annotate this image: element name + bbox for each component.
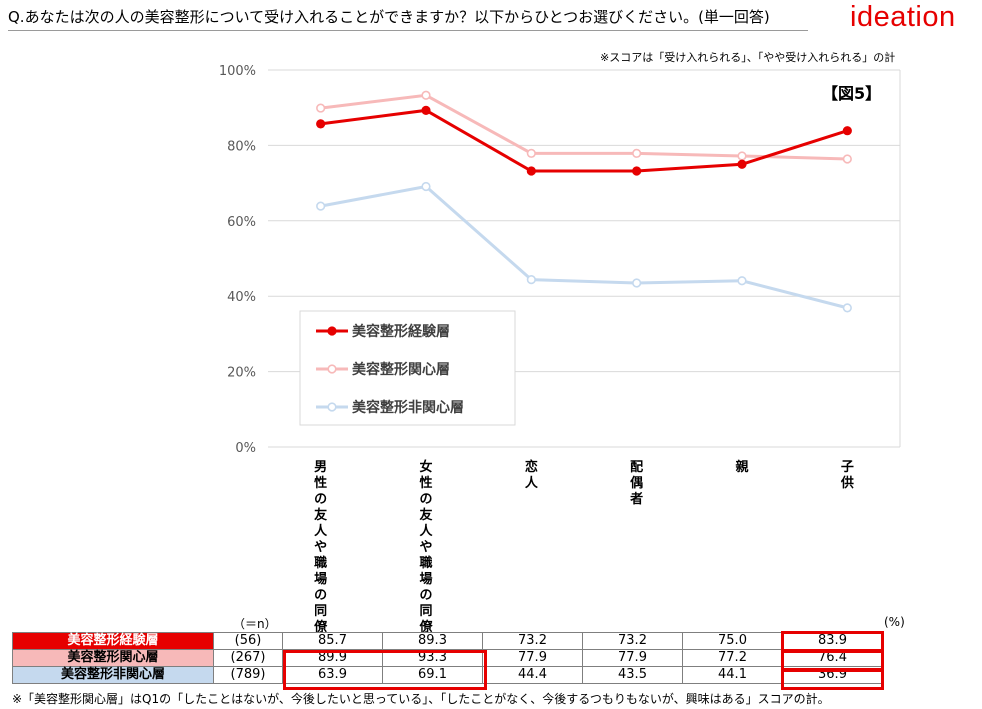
gridlines <box>268 69 901 448</box>
series-layer <box>316 90 852 313</box>
figure-label: 【図5】 <box>822 84 882 103</box>
data-point <box>316 103 326 113</box>
data-point <box>526 148 536 158</box>
legend-item: 美容整形非関心層 <box>316 399 464 416</box>
series-2 <box>316 181 852 313</box>
x-category-label: 子供 <box>840 460 854 491</box>
legend-label: 美容整形経験層 <box>352 323 450 340</box>
y-tick-label: 40% <box>227 290 256 305</box>
data-point <box>421 90 431 100</box>
sample-size: (56) <box>213 632 283 650</box>
table-cell: 73.2 <box>582 632 683 650</box>
n-header: （＝n） <box>233 617 277 631</box>
legend-label: 美容整形関心層 <box>352 361 450 378</box>
table-cell: 69.1 <box>382 666 483 684</box>
y-tick-label: 100% <box>219 64 256 79</box>
table-cell: 77.9 <box>482 649 583 667</box>
x-category-label: 男性の友人や職場の同僚 <box>314 460 328 635</box>
score-note: ※スコアは「受け入れられる」、「やや受け入れられる」の計 <box>600 51 896 64</box>
survey-question: Q.あなたは次の人の美容整形について受け入れることができますか？以下からひとつお… <box>8 6 808 31</box>
legend-marker <box>327 402 337 412</box>
data-point <box>421 181 431 192</box>
series-line <box>320 108 848 173</box>
highlight-box-child-experienced <box>781 631 884 652</box>
footnote: ※「美容整形関心層」はQ1の「したことはないが、今後したいと思っている」、「した… <box>12 692 830 706</box>
table-row: 美容整形経験層 (56) 85.7 89.3 73.2 73.2 75.0 83… <box>12 632 883 650</box>
row-label: 美容整形関心層 <box>12 649 214 667</box>
data-point <box>316 201 326 211</box>
x-category-label: 配偶者 <box>630 460 644 507</box>
x-category-label: 恋人 <box>524 460 538 491</box>
highlight-box-interested-male-female <box>283 650 487 690</box>
table-cell: 73.2 <box>482 632 583 650</box>
data-point <box>842 303 852 313</box>
y-tick-label: 0% <box>235 441 256 456</box>
series-line <box>320 93 848 161</box>
ideation-logo: ideation <box>850 1 956 33</box>
sample-size: (267) <box>213 649 283 667</box>
series-line <box>320 184 848 310</box>
data-point <box>526 275 536 285</box>
legend-item: 美容整形関心層 <box>316 361 450 378</box>
data-point <box>421 105 431 115</box>
data-point <box>632 148 642 158</box>
row-label: 美容整形経験層 <box>12 632 214 650</box>
series-0 <box>316 105 852 176</box>
y-axis-ticks: 100% 80% 60% 40% 20% 0% <box>219 64 256 456</box>
table-cell: 44.4 <box>482 666 583 684</box>
y-tick-label: 20% <box>227 366 256 381</box>
legend-item: 美容整形経験層 <box>316 323 450 340</box>
data-point <box>842 126 852 136</box>
table-cell: 75.0 <box>682 632 783 650</box>
data-point <box>316 119 326 129</box>
legend-marker <box>327 326 337 336</box>
data-point <box>632 166 642 176</box>
x-category-label: 親 <box>735 460 749 475</box>
legend-marker <box>327 364 337 374</box>
series-1 <box>316 90 852 164</box>
highlight-box-child-interested <box>781 650 884 671</box>
table-row: 美容整形非関心層 (789) 63.9 69.1 44.4 43.5 44.1 … <box>12 666 883 684</box>
legend-label: 美容整形非関心層 <box>352 399 464 416</box>
data-point <box>737 276 747 286</box>
table-cell: 77.9 <box>582 649 683 667</box>
table-cell: 77.2 <box>682 649 783 667</box>
data-point <box>737 159 747 169</box>
table-cell: 89.3 <box>382 632 483 650</box>
data-point <box>526 166 536 176</box>
highlight-box-child-uninterested <box>781 669 884 690</box>
row-label: 美容整形非関心層 <box>12 666 214 684</box>
data-point <box>737 151 747 161</box>
y-tick-label: 60% <box>227 215 256 230</box>
table-cell: 63.9 <box>282 666 383 684</box>
table-cell: 43.5 <box>582 666 683 684</box>
data-point <box>632 278 642 288</box>
data-point <box>842 154 852 164</box>
sample-size: (789) <box>213 666 283 684</box>
table-cell: 44.1 <box>682 666 783 684</box>
unit-label: (%) <box>884 615 905 629</box>
y-tick-label: 80% <box>227 139 256 154</box>
x-category-label: 女性の友人や職場の同僚 <box>419 460 433 635</box>
table-cell: 85.7 <box>282 632 383 650</box>
